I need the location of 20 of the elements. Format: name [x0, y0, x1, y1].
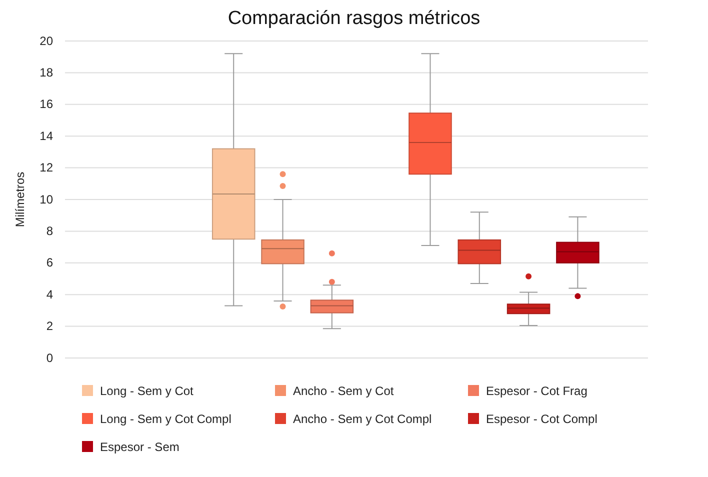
- y-tick-label: 20: [40, 34, 54, 48]
- legend-label: Espesor - Sem: [100, 440, 180, 454]
- chart-title: Comparación rasgos métricos: [228, 8, 480, 29]
- legend-label: Long - Sem y Cot Compl: [100, 412, 232, 426]
- y-tick-label: 16: [40, 97, 54, 112]
- legend-label: Ancho - Sem y Cot Compl: [293, 412, 432, 426]
- y-tick-label: 2: [46, 319, 54, 334]
- legend-label: Ancho - Sem y Cot: [293, 384, 394, 398]
- y-tick-label: 12: [40, 160, 54, 175]
- y-tick-label: 8: [46, 224, 54, 238]
- y-axis-title: Milímetros: [13, 172, 27, 228]
- legend-label: Espesor - Cot Compl: [486, 412, 598, 426]
- y-tick-label: 14: [40, 128, 54, 143]
- legend-label: Espesor - Cot Frag: [486, 384, 588, 398]
- legend-label: Long - Sem y Cot: [100, 384, 194, 398]
- y-tick-label: 18: [40, 66, 54, 80]
- y-tick-label: 10: [40, 192, 54, 206]
- y-tick-label: 6: [46, 256, 54, 270]
- y-tick-label: 0: [46, 350, 54, 365]
- y-tick-label: 4: [46, 287, 54, 302]
